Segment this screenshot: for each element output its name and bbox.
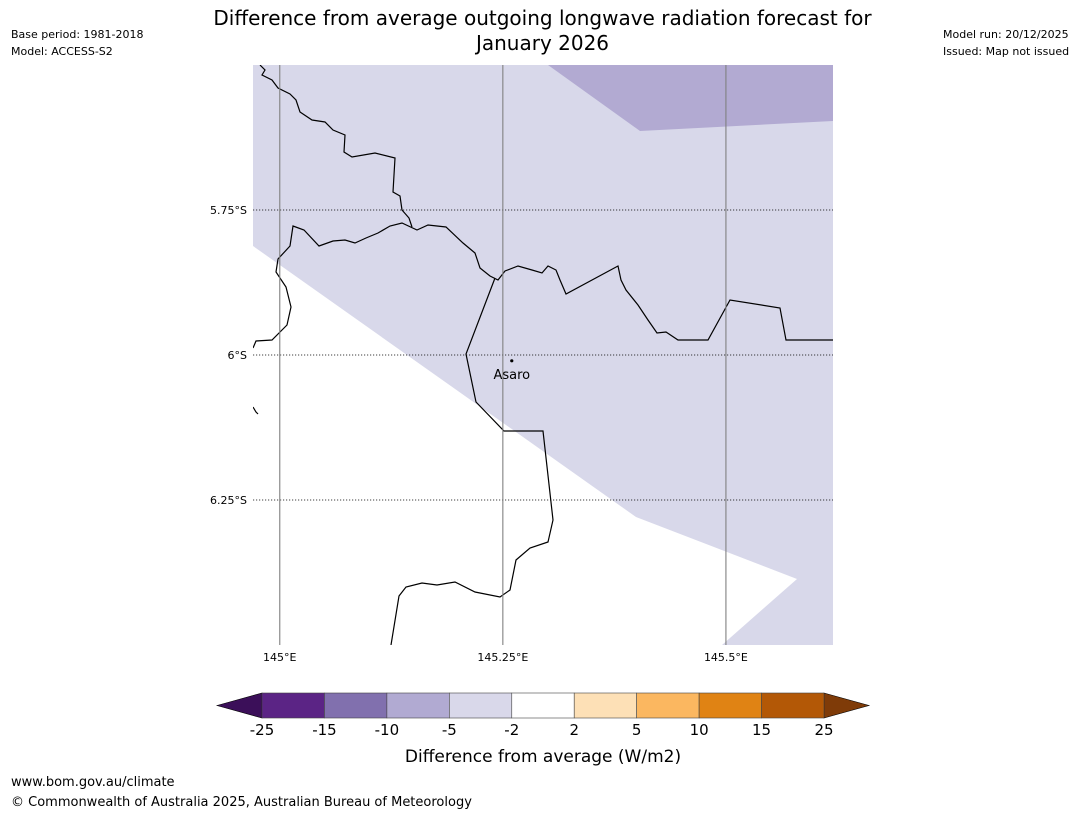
colorbar-over-arrow bbox=[823, 692, 871, 719]
colorbar-swatch bbox=[761, 692, 825, 719]
colorbar-title: Difference from average (W/m2) bbox=[405, 747, 681, 767]
colorbar-swatch bbox=[636, 692, 700, 719]
colorbar-tick-label: 10 bbox=[690, 721, 709, 739]
anomaly-region-medium bbox=[548, 65, 833, 131]
latitude-label: 6.25°S bbox=[210, 494, 247, 507]
colorbar-under-arrow bbox=[215, 692, 263, 719]
colorbar-tick-label: -5 bbox=[442, 721, 457, 739]
colorbar-swatch bbox=[261, 692, 325, 719]
meta-right: Model run: 20/12/2025 Issued: Map not is… bbox=[943, 26, 1069, 60]
colorbar-tick-label: 25 bbox=[814, 721, 833, 739]
province-border-central bbox=[253, 222, 833, 349]
colorbar-swatch bbox=[698, 692, 762, 719]
meta-left: Base period: 1981-2018 Model: ACCESS-S2 bbox=[11, 26, 143, 60]
latitude-label: 5.75°S bbox=[210, 204, 247, 217]
colorbar-tick-label: 5 bbox=[632, 721, 642, 739]
coast-fragment bbox=[253, 406, 259, 415]
colorbar-tick-label: 15 bbox=[752, 721, 771, 739]
gridlines bbox=[253, 65, 833, 645]
latitude-label: 6°S bbox=[228, 349, 247, 362]
province-border-north bbox=[259, 65, 413, 228]
colorbar-tick-label: -10 bbox=[375, 721, 400, 739]
colorbar-swatch bbox=[386, 692, 450, 719]
footer-url[interactable]: www.bom.gov.au/climate bbox=[11, 775, 175, 790]
longitude-label: 145.25°E bbox=[477, 651, 528, 664]
place-markers: Asaro bbox=[493, 359, 530, 383]
colorbar-swatch bbox=[324, 692, 388, 719]
province-border-south bbox=[390, 277, 554, 645]
colorbar-tick-label: -2 bbox=[504, 721, 519, 739]
base-period-text: Base period: 1981-2018 bbox=[11, 28, 144, 41]
axis-tick-labels: 5.75°S 6°S 6.25°S 145°E 145.25°E 145.5°E bbox=[210, 204, 748, 664]
longitude-label: 145.5°E bbox=[704, 651, 748, 664]
colorbar-swatch bbox=[573, 692, 637, 719]
place-marker-dot bbox=[510, 359, 514, 363]
colorbar-tick-label: -25 bbox=[250, 721, 275, 739]
map-panel: Asaro bbox=[253, 65, 833, 645]
issued-text: Issued: Map not issued bbox=[943, 45, 1070, 58]
colorbar-swatch bbox=[449, 692, 513, 719]
colorbar-tick-label: -15 bbox=[312, 721, 337, 739]
title-line-2: January 2026 bbox=[475, 31, 610, 55]
place-label: Asaro bbox=[493, 368, 530, 383]
title-line-1: Difference from average outgoing longwav… bbox=[213, 6, 872, 30]
colorbar-swatch bbox=[511, 692, 575, 719]
coastline-borders bbox=[253, 65, 833, 645]
model-text: Model: ACCESS-S2 bbox=[11, 45, 113, 58]
page-title: Difference from average outgoing longwav… bbox=[180, 6, 905, 56]
model-run-text: Model run: 20/12/2025 bbox=[943, 28, 1069, 41]
footer-copyright: © Commonwealth of Australia 2025, Austra… bbox=[11, 795, 472, 810]
colorbar-tick-label: 2 bbox=[569, 721, 579, 739]
longitude-label: 145°E bbox=[263, 651, 296, 664]
